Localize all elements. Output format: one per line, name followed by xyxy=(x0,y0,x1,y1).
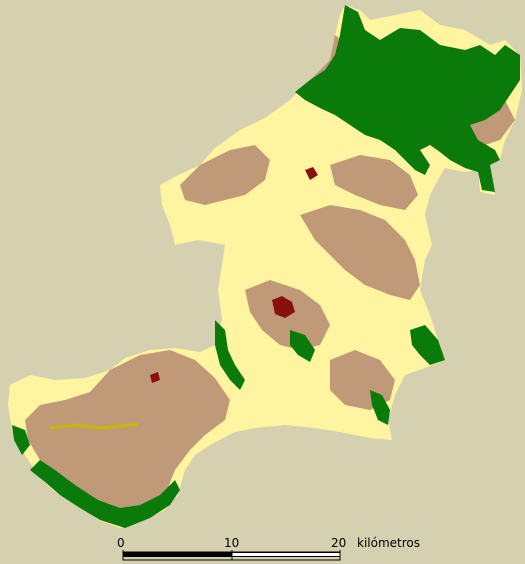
region-shrub-west xyxy=(180,145,270,205)
water-line xyxy=(49,422,139,430)
region-forest-south-edge xyxy=(12,425,30,455)
region-forest-mid-east xyxy=(410,325,445,365)
region-shrub-south xyxy=(25,350,230,515)
region-forest-center-strip xyxy=(290,330,315,362)
region-forest-northeast xyxy=(295,5,520,192)
scale-tick-label-0: 0 xyxy=(117,536,125,550)
region-forest-southwest xyxy=(30,460,180,528)
scale-tick-label-10: 10 xyxy=(224,536,240,550)
urban-area-center xyxy=(272,296,295,318)
urban-area-south xyxy=(150,372,160,383)
region-forest-east-strip xyxy=(370,390,390,425)
scale-bar xyxy=(122,550,341,561)
region-forest-west-edge xyxy=(215,320,245,390)
scale-tick-label-20: 20 xyxy=(331,536,347,550)
urban-area-north xyxy=(305,167,318,180)
scale-unit-label: kilómetros xyxy=(357,536,420,550)
region-shrub-center xyxy=(300,205,420,300)
region-shrub-east xyxy=(330,155,418,210)
